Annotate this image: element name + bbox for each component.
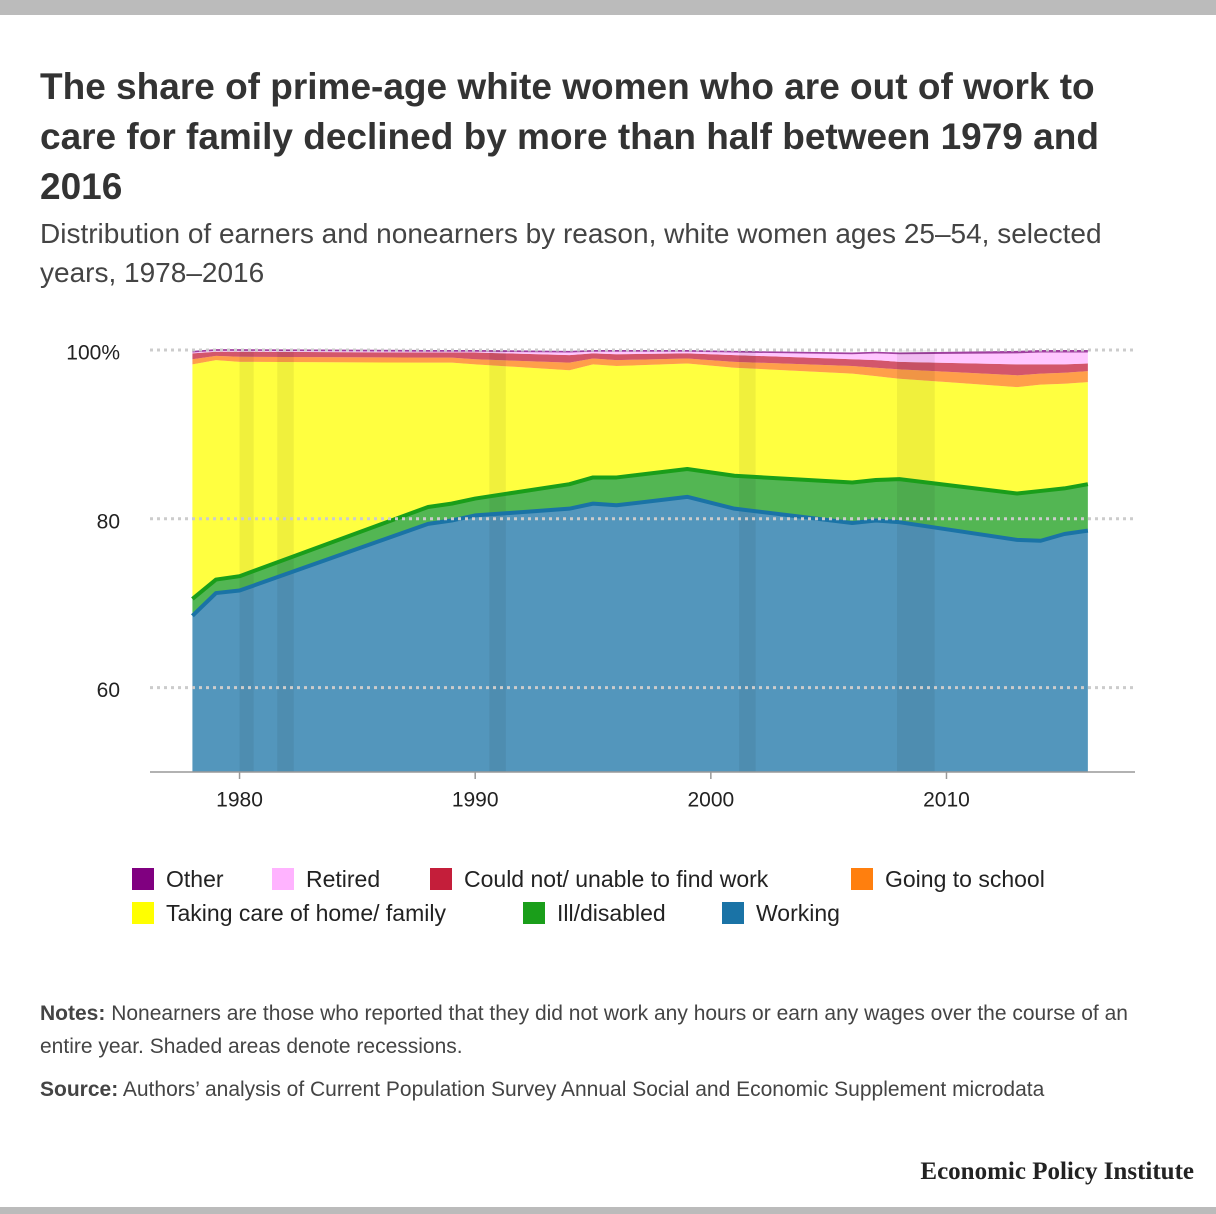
legend-swatch — [132, 868, 154, 890]
legend-label: Taking care of home/ family — [166, 900, 446, 926]
legend-swatch — [722, 902, 744, 924]
legend-swatch — [132, 902, 154, 924]
x-tick-label: 2010 — [923, 789, 970, 812]
legend-swatch — [430, 868, 452, 890]
x-tick-label: 1990 — [452, 789, 499, 812]
area — [192, 496, 1088, 772]
top-bar — [0, 0, 1216, 15]
notes: Notes: Nonearners are those who reported… — [40, 997, 1160, 1063]
area — [192, 350, 1088, 365]
area — [192, 355, 1088, 388]
area — [192, 351, 1088, 376]
legend-label: Working — [756, 900, 840, 926]
area — [192, 469, 1088, 616]
recession — [489, 350, 506, 772]
recession — [239, 350, 254, 772]
notes-text: Nonearners are those who reported that t… — [40, 1002, 1128, 1058]
legend-label: Going to school — [885, 866, 1045, 892]
legend-swatch — [523, 902, 545, 924]
x-tick-label: 1980 — [216, 789, 263, 812]
legend-swatch — [851, 868, 873, 890]
legend-swatch — [272, 868, 294, 890]
chart-title: The share of prime-age white women who a… — [40, 66, 1099, 207]
x-tick-label: 2000 — [687, 789, 734, 812]
notes-label: Notes: — [40, 1002, 106, 1025]
legend-label: Retired — [306, 866, 380, 892]
area — [192, 360, 1088, 599]
y-tick-label: 80 — [97, 510, 120, 533]
y-tick-label: 100% — [66, 342, 120, 365]
bottom-bar — [0, 1207, 1216, 1214]
line — [191, 494, 1089, 618]
legend-label: Other — [166, 866, 224, 892]
recession — [739, 350, 756, 772]
legend-label: Ill/disabled — [557, 900, 666, 926]
legend-label: Could not/ unable to find work — [464, 866, 769, 892]
source: Source: Authors’ analysis of Current Pop… — [40, 1073, 1160, 1106]
brand: Economic Policy Institute — [920, 1158, 1194, 1185]
chart-subtitle: Distribution of earners and nonearners b… — [40, 218, 1102, 288]
source-text: Authors’ analysis of Current Population … — [122, 1078, 1045, 1101]
y-tick-label: 60 — [97, 679, 120, 702]
recession — [896, 350, 935, 772]
chart: 100% 80 60 1980 1990 2000 2010 Other Retired Coul… — [66, 342, 1135, 926]
source-label: Source: — [40, 1078, 119, 1101]
